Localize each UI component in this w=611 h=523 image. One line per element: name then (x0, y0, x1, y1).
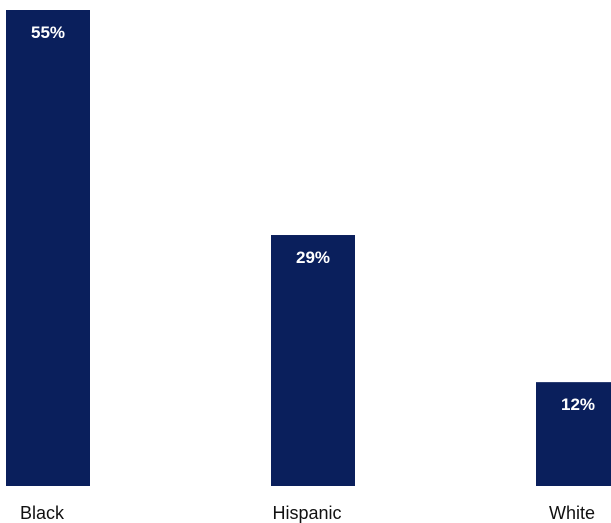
value-labels-group: 55% 29% 12% (31, 23, 595, 414)
category-label-black: Black (20, 503, 65, 523)
bar-hispanic (271, 235, 355, 486)
category-label-white: White (549, 503, 595, 523)
category-labels-group: Black Hispanic White (20, 503, 595, 523)
value-label-hispanic: 29% (296, 248, 330, 267)
bar-white (536, 382, 611, 486)
bars-group (6, 10, 611, 486)
bar-black (6, 10, 90, 486)
category-label-hispanic: Hispanic (272, 503, 341, 523)
value-label-black: 55% (31, 23, 65, 42)
value-label-white: 12% (561, 395, 595, 414)
